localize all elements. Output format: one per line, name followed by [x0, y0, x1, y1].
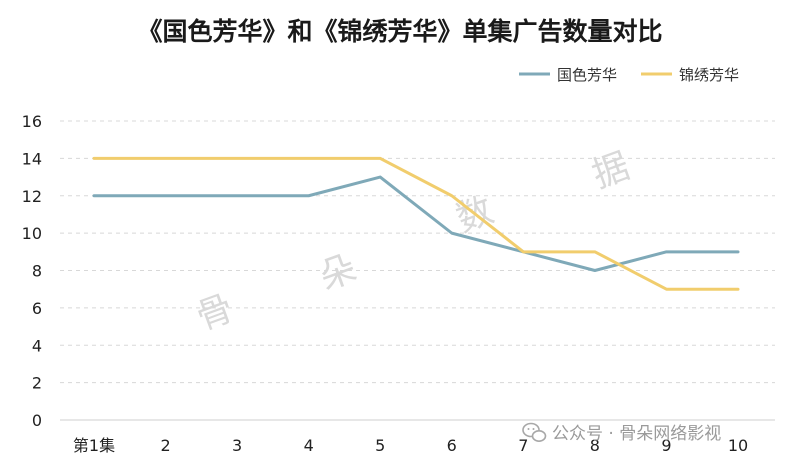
x-tick-label: 2: [160, 436, 170, 455]
x-tick-label: 6: [447, 436, 457, 455]
series-line-2: [92, 156, 740, 291]
x-tick-label: 5: [375, 436, 385, 455]
x-tick-label: 3: [232, 436, 242, 455]
x-tick-label: 7: [518, 436, 528, 455]
y-tick-label: 16: [22, 112, 42, 131]
legend-label-series-2: 锦绣芳华: [679, 66, 739, 84]
x-tick-label: 4: [304, 436, 314, 455]
y-tick-label: 2: [32, 374, 42, 393]
plot-area: [92, 156, 740, 291]
legend-label-series-1: 国色芳华: [557, 66, 617, 84]
x-axis: 第1集 2 3 4 5 6 7 8 9 10: [73, 436, 748, 455]
x-tick-label: 8: [590, 436, 600, 455]
y-tick-label: 6: [32, 299, 42, 318]
legend: 国色芳华 锦绣芳华: [519, 66, 739, 84]
footer-source-text: 公众号 · 骨朵网络影视: [552, 424, 721, 444]
y-tick-label: 12: [22, 187, 42, 206]
wechat-icon: [522, 422, 547, 442]
x-tick-label: 9: [661, 436, 671, 455]
x-tick-label: 第1集: [73, 436, 115, 455]
footer: 公众号 · 骨朵网络影视: [522, 422, 721, 444]
watermark-char: 据: [587, 146, 635, 197]
watermark-char: 朵: [314, 248, 362, 299]
y-tick-label: 8: [32, 262, 42, 281]
grid: [60, 120, 775, 421]
series-line-1: [92, 175, 740, 272]
y-tick-label: 10: [22, 224, 42, 243]
y-tick-label: 0: [32, 411, 42, 430]
watermark-char: 骨: [191, 288, 239, 339]
y-tick-label: 14: [22, 149, 42, 168]
x-tick-label: 10: [728, 436, 748, 455]
y-axis: 0 2 4 6 8 10 12 14 16: [22, 112, 42, 430]
chart-title: 《国色芳华》和《锦绣芳华》单集广告数量对比: [137, 17, 662, 46]
y-tick-label: 4: [32, 336, 42, 355]
